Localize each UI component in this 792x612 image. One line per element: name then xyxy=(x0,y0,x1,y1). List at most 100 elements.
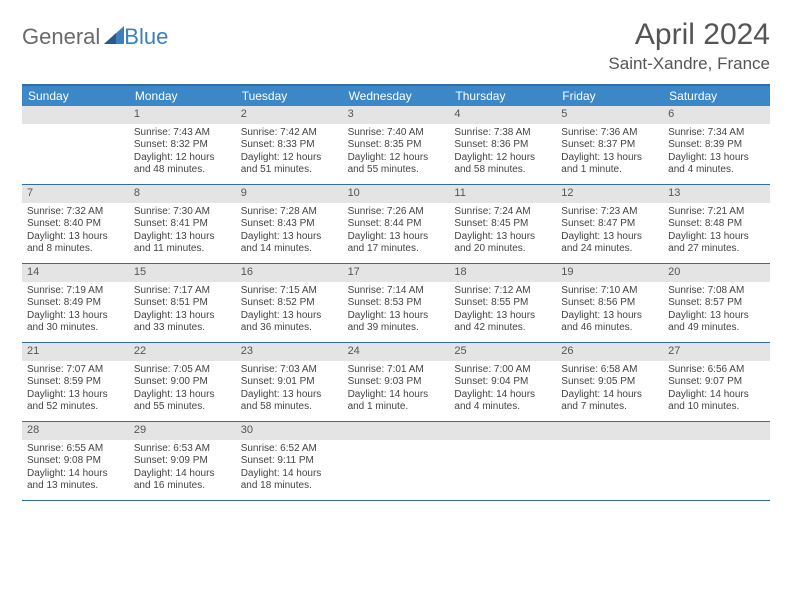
day-number: 29 xyxy=(129,422,236,440)
day-number: 16 xyxy=(236,264,343,282)
day-cell: 30Sunrise: 6:52 AMSunset: 9:11 PMDayligh… xyxy=(236,422,343,500)
day-details: Sunrise: 6:52 AMSunset: 9:11 PMDaylight:… xyxy=(236,440,343,497)
page-header: General Blue April 2024 Saint-Xandre, Fr… xyxy=(22,18,770,74)
day-number: 28 xyxy=(22,422,129,440)
day-cell: 14Sunrise: 7:19 AMSunset: 8:49 PMDayligh… xyxy=(22,264,129,342)
sunrise-text: Sunrise: 6:58 AM xyxy=(561,364,658,377)
daylight-text: Daylight: 13 hours and 58 minutes. xyxy=(241,389,338,414)
day-details: Sunrise: 7:03 AMSunset: 9:01 PMDaylight:… xyxy=(236,361,343,418)
day-details: Sunrise: 7:42 AMSunset: 8:33 PMDaylight:… xyxy=(236,124,343,181)
month-title: April 2024 xyxy=(608,18,770,52)
daylight-text: Daylight: 13 hours and 33 minutes. xyxy=(134,310,231,335)
sunrise-text: Sunrise: 7:03 AM xyxy=(241,364,338,377)
day-details: Sunrise: 7:10 AMSunset: 8:56 PMDaylight:… xyxy=(556,282,663,339)
day-cell: 19Sunrise: 7:10 AMSunset: 8:56 PMDayligh… xyxy=(556,264,663,342)
daylight-text: Daylight: 13 hours and 11 minutes. xyxy=(134,231,231,256)
daylight-text: Daylight: 14 hours and 16 minutes. xyxy=(134,468,231,493)
day-cell: 26Sunrise: 6:58 AMSunset: 9:05 PMDayligh… xyxy=(556,343,663,421)
sunset-text: Sunset: 8:45 PM xyxy=(454,218,551,231)
day-details: Sunrise: 7:32 AMSunset: 8:40 PMDaylight:… xyxy=(22,203,129,260)
daylight-text: Daylight: 13 hours and 55 minutes. xyxy=(134,389,231,414)
day-number: 2 xyxy=(236,106,343,124)
dow-row: Sunday Monday Tuesday Wednesday Thursday… xyxy=(22,86,770,106)
day-details: Sunrise: 7:28 AMSunset: 8:43 PMDaylight:… xyxy=(236,203,343,260)
sunrise-text: Sunrise: 7:12 AM xyxy=(454,285,551,298)
day-details: Sunrise: 7:00 AMSunset: 9:04 PMDaylight:… xyxy=(449,361,556,418)
daylight-text: Daylight: 14 hours and 7 minutes. xyxy=(561,389,658,414)
daylight-text: Daylight: 12 hours and 48 minutes. xyxy=(134,152,231,177)
sunrise-text: Sunrise: 7:07 AM xyxy=(27,364,124,377)
logo-text-1: General xyxy=(22,24,100,50)
day-number: 19 xyxy=(556,264,663,282)
day-details: Sunrise: 7:34 AMSunset: 8:39 PMDaylight:… xyxy=(663,124,770,181)
day-details: Sunrise: 7:05 AMSunset: 9:00 PMDaylight:… xyxy=(129,361,236,418)
day-number: 15 xyxy=(129,264,236,282)
day-details: Sunrise: 7:21 AMSunset: 8:48 PMDaylight:… xyxy=(663,203,770,260)
day-cell: 23Sunrise: 7:03 AMSunset: 9:01 PMDayligh… xyxy=(236,343,343,421)
day-number xyxy=(663,422,770,440)
day-details: Sunrise: 7:36 AMSunset: 8:37 PMDaylight:… xyxy=(556,124,663,181)
day-cell: 12Sunrise: 7:23 AMSunset: 8:47 PMDayligh… xyxy=(556,185,663,263)
day-number: 10 xyxy=(343,185,450,203)
sunset-text: Sunset: 9:04 PM xyxy=(454,376,551,389)
week-row: 21 Sunrise: 7:07 AMSunset: 8:59 PM Dayligh… xyxy=(22,343,770,422)
sunset-text: Sunset: 8:40 PM xyxy=(27,218,124,231)
day-number xyxy=(556,422,663,440)
sunset-text: Sunset: 8:57 PM xyxy=(668,297,765,310)
day-number: 21 xyxy=(22,343,129,361)
day-details: Sunrise: 6:58 AMSunset: 9:05 PMDaylight:… xyxy=(556,361,663,418)
day-details: Sunrise: 7:23 AMSunset: 8:47 PMDaylight:… xyxy=(556,203,663,260)
sunrise-text: Sunrise: 6:56 AM xyxy=(668,364,765,377)
daylight-text: Daylight: 13 hours and 20 minutes. xyxy=(454,231,551,256)
daylight-text: Daylight: 13 hours and 49 minutes. xyxy=(668,310,765,335)
sunrise-text: Sunrise: 7:32 AM xyxy=(27,206,124,219)
day-number: 30 xyxy=(236,422,343,440)
sunset-text: Sunset: 9:05 PM xyxy=(561,376,658,389)
sunrise-text: Sunrise: 7:14 AM xyxy=(348,285,445,298)
day-cell xyxy=(22,106,129,184)
sunrise-text: Sunrise: 7:23 AM xyxy=(561,206,658,219)
day-number: 26 xyxy=(556,343,663,361)
sunrise-text: Sunrise: 7:28 AM xyxy=(241,206,338,219)
sunrise-text: Sunrise: 6:52 AM xyxy=(241,443,338,456)
day-number: 4 xyxy=(449,106,556,124)
logo-text-2: Blue xyxy=(124,24,168,50)
day-cell: 18Sunrise: 7:12 AMSunset: 8:55 PMDayligh… xyxy=(449,264,556,342)
sunset-text: Sunset: 8:47 PM xyxy=(561,218,658,231)
day-number: 11 xyxy=(449,185,556,203)
day-cell: 1Sunrise: 7:43 AMSunset: 8:32 PMDaylight… xyxy=(129,106,236,184)
day-details: Sunrise: 7:15 AMSunset: 8:52 PMDaylight:… xyxy=(236,282,343,339)
day-details: Sunrise: 7:12 AMSunset: 8:55 PMDaylight:… xyxy=(449,282,556,339)
day-details: Sunrise: 7:26 AMSunset: 8:44 PMDaylight:… xyxy=(343,203,450,260)
day-cell: 2Sunrise: 7:42 AMSunset: 8:33 PMDaylight… xyxy=(236,106,343,184)
day-number: 3 xyxy=(343,106,450,124)
logo-triangle-icon xyxy=(104,26,124,44)
weeks-container: 1Sunrise: 7:43 AMSunset: 8:32 PMDaylight… xyxy=(22,106,770,501)
sunset-text: Sunset: 8:48 PM xyxy=(668,218,765,231)
daylight-text: Daylight: 13 hours and 42 minutes. xyxy=(454,310,551,335)
day-number: 24 xyxy=(343,343,450,361)
day-cell: 27Sunrise: 6:56 AMSunset: 9:07 PMDayligh… xyxy=(663,343,770,421)
day-cell: 21Sunrise: 7:07 AMSunset: 8:59 PMDayligh… xyxy=(22,343,129,421)
daylight-text: Daylight: 13 hours and 39 minutes. xyxy=(348,310,445,335)
sunrise-text: Sunrise: 7:40 AM xyxy=(348,127,445,140)
sunrise-text: Sunrise: 7:01 AM xyxy=(348,364,445,377)
sunset-text: Sunset: 9:09 PM xyxy=(134,455,231,468)
daylight-text: Daylight: 13 hours and 17 minutes. xyxy=(348,231,445,256)
sunset-text: Sunset: 9:00 PM xyxy=(134,376,231,389)
day-number: 5 xyxy=(556,106,663,124)
day-number xyxy=(22,106,129,124)
daylight-text: Daylight: 13 hours and 36 minutes. xyxy=(241,310,338,335)
sunset-text: Sunset: 8:43 PM xyxy=(241,218,338,231)
sunset-text: Sunset: 8:59 PM xyxy=(27,376,124,389)
daylight-text: Daylight: 13 hours and 1 minute. xyxy=(561,152,658,177)
sunrise-text: Sunrise: 7:10 AM xyxy=(561,285,658,298)
sunrise-text: Sunrise: 7:15 AM xyxy=(241,285,338,298)
sunset-text: Sunset: 8:37 PM xyxy=(561,139,658,152)
day-cell xyxy=(449,422,556,500)
day-cell xyxy=(663,422,770,500)
logo: General Blue xyxy=(22,18,168,50)
day-details: Sunrise: 6:53 AMSunset: 9:09 PMDaylight:… xyxy=(129,440,236,497)
day-cell: 29Sunrise: 6:53 AMSunset: 9:09 PMDayligh… xyxy=(129,422,236,500)
sunset-text: Sunset: 9:11 PM xyxy=(241,455,338,468)
